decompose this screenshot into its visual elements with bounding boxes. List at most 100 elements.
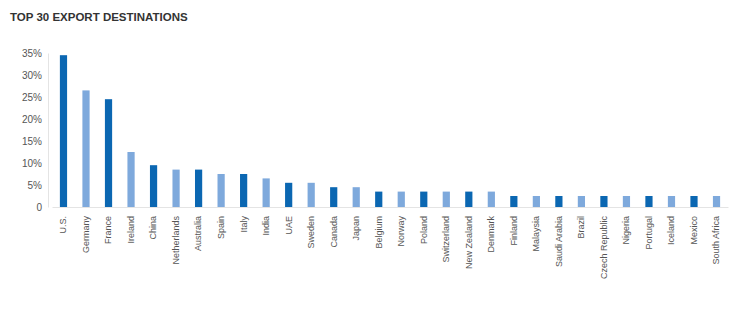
title: TOP 30 EXPORT DESTINATIONS <box>10 11 188 23</box>
x-axis-line <box>53 207 729 208</box>
bar <box>330 187 337 207</box>
bar <box>645 196 652 207</box>
x-tick: China <box>148 207 158 240</box>
x-tick: Sweden <box>306 207 316 249</box>
y-tick-label: 25% <box>22 92 42 103</box>
y-tick-label: 20% <box>22 114 42 125</box>
x-tick-label: UAE <box>284 216 294 235</box>
x-tick-label: Netherlands <box>171 216 181 265</box>
y-tick-label: 35% <box>22 48 42 59</box>
bar <box>713 196 720 207</box>
x-tick: Nigeria <box>621 207 631 245</box>
bar <box>127 152 134 207</box>
bar <box>218 174 225 207</box>
y-tick: 35% <box>22 48 48 59</box>
x-tick: Australia <box>193 207 203 251</box>
x-tick-label: Portugal <box>644 216 654 250</box>
bar <box>263 178 270 207</box>
y-tick: 25% <box>22 92 48 103</box>
bar <box>60 55 67 207</box>
bar <box>600 196 607 207</box>
bar <box>623 196 630 207</box>
y-tick: 10% <box>22 158 48 169</box>
x-tick: Belgium <box>374 207 384 249</box>
bar <box>443 192 450 207</box>
bar <box>285 183 292 207</box>
x-tick: Japan <box>351 207 361 241</box>
bar <box>690 196 697 207</box>
x-tick-label: Australia <box>193 216 203 251</box>
y-tick-label: 30% <box>22 70 42 81</box>
x-tick-label: Ireland <box>126 216 136 244</box>
bar <box>465 192 472 207</box>
x-tick-label: Czech Republic <box>599 216 609 280</box>
y-tick: 0 <box>36 202 48 213</box>
x-tick-label: Iceland <box>666 216 676 245</box>
x-tick-label: Nigeria <box>621 216 631 245</box>
bar <box>398 192 405 207</box>
x-tick-label: Saudi Arabia <box>554 216 564 267</box>
bar <box>668 196 675 207</box>
x-axis: U.S. Germany France Ireland China Netherlands… <box>53 207 729 279</box>
bar <box>353 187 360 207</box>
x-tick: Netherlands <box>171 207 181 265</box>
x-tick: Mexico <box>689 207 699 245</box>
x-tick-label: Norway <box>396 216 406 247</box>
bar <box>488 192 495 207</box>
y-tick-label: 5% <box>28 180 43 191</box>
x-tick-label: Italy <box>239 216 249 233</box>
x-tick-label: South Africa <box>711 216 721 265</box>
x-tick-label: Malaysia <box>531 216 541 252</box>
y-tick: 5% <box>28 180 48 191</box>
x-tick-label: Sweden <box>306 216 316 249</box>
bar <box>105 99 112 207</box>
bar <box>240 174 247 207</box>
bar <box>533 196 540 207</box>
x-tick-label: Germany <box>81 216 91 254</box>
y-tick-label: 0 <box>36 202 42 213</box>
x-tick: Saudi Arabia <box>554 207 564 267</box>
x-tick-label: U.S. <box>58 216 68 234</box>
bar <box>195 170 202 207</box>
x-tick: Germany <box>81 207 91 253</box>
bars <box>60 55 720 207</box>
x-tick-label: Brazil <box>576 216 586 239</box>
x-tick-label: Japan <box>351 216 361 241</box>
x-tick-label: Poland <box>419 216 429 244</box>
x-tick-label: Mexico <box>689 216 699 245</box>
bar <box>420 192 427 207</box>
bar <box>555 196 562 207</box>
bar <box>82 90 89 207</box>
x-tick: Malaysia <box>531 207 541 252</box>
x-tick-label: Spain <box>216 216 226 239</box>
x-tick: New Zealand <box>464 207 474 269</box>
x-tick: Switzerland <box>441 207 451 263</box>
x-tick-label: Belgium <box>374 216 384 249</box>
bar <box>150 165 157 207</box>
x-tick-label: France <box>103 216 113 244</box>
bar <box>375 192 382 207</box>
chart: TOP 30 EXPORT DESTINATIONS 0 5% 10% 15% 20% 25… <box>0 0 755 328</box>
x-tick: U.S. <box>58 207 68 234</box>
y-axis-line <box>48 54 49 208</box>
x-tick: Canada <box>329 207 339 248</box>
x-tick: Norway <box>396 207 406 247</box>
x-tick: Poland <box>419 207 429 244</box>
x-tick-label: Switzerland <box>441 216 451 263</box>
bar <box>510 196 517 207</box>
x-tick-label: New Zealand <box>464 216 474 269</box>
x-tick: Denmark <box>486 207 496 253</box>
x-tick-label: India <box>261 216 271 236</box>
x-tick: Portugal <box>644 207 654 250</box>
x-tick: India <box>261 207 271 236</box>
y-axis: 0 5% 10% 15% 20% 25% 30% 35% <box>22 48 49 213</box>
y-tick: 15% <box>22 136 48 147</box>
y-tick-label: 15% <box>22 136 42 147</box>
x-tick-label: Canada <box>329 216 339 248</box>
x-tick: France <box>103 207 113 244</box>
y-tick-label: 10% <box>22 158 42 169</box>
bar <box>172 170 179 207</box>
bar <box>308 183 315 207</box>
x-tick-label: China <box>148 216 158 240</box>
x-tick: UAE <box>284 207 294 235</box>
